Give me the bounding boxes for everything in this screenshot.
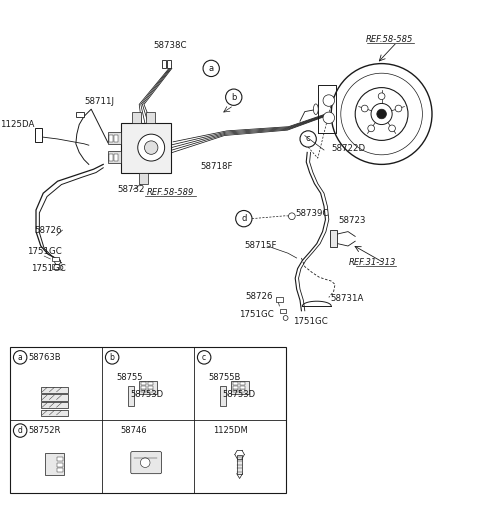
- Text: 1751GC: 1751GC: [293, 317, 327, 326]
- Circle shape: [378, 93, 385, 100]
- Text: 58753D: 58753D: [222, 390, 255, 399]
- Bar: [148, 385, 153, 389]
- Circle shape: [283, 316, 288, 320]
- Text: 1751GC: 1751GC: [239, 310, 274, 319]
- Bar: [45, 453, 64, 475]
- FancyBboxPatch shape: [131, 452, 161, 474]
- Circle shape: [361, 105, 368, 112]
- Bar: [41, 386, 68, 393]
- Bar: [76, 112, 84, 117]
- Text: 58732: 58732: [118, 185, 145, 194]
- Text: 1125DM: 1125DM: [213, 426, 248, 435]
- Bar: [240, 390, 245, 392]
- Bar: [231, 381, 249, 394]
- Circle shape: [389, 125, 396, 132]
- Text: 58739C: 58739C: [295, 209, 329, 218]
- Text: d: d: [18, 426, 23, 435]
- Text: 58746: 58746: [121, 426, 147, 435]
- Bar: [41, 402, 68, 408]
- Bar: [41, 410, 68, 416]
- Circle shape: [377, 109, 386, 119]
- Bar: [141, 385, 146, 389]
- Bar: [240, 382, 245, 384]
- Bar: [35, 128, 42, 142]
- Bar: [276, 297, 283, 302]
- Bar: [148, 390, 153, 392]
- Circle shape: [140, 458, 150, 467]
- Text: a: a: [18, 353, 23, 362]
- Bar: [139, 173, 148, 184]
- Text: 58726: 58726: [34, 225, 61, 235]
- Text: a: a: [209, 64, 214, 73]
- Bar: [240, 385, 245, 389]
- Bar: [146, 112, 155, 123]
- Circle shape: [395, 105, 402, 112]
- Bar: [52, 264, 59, 268]
- Text: b: b: [231, 93, 237, 102]
- Bar: [57, 457, 63, 461]
- Bar: [280, 309, 286, 313]
- Text: 58715F: 58715F: [245, 241, 277, 250]
- Circle shape: [323, 95, 335, 106]
- Bar: [114, 135, 118, 142]
- Text: 58753D: 58753D: [131, 390, 164, 399]
- Text: b: b: [110, 353, 115, 362]
- Bar: [109, 135, 113, 142]
- Bar: [109, 154, 113, 161]
- Bar: [41, 394, 68, 400]
- Bar: [57, 463, 63, 466]
- Bar: [237, 455, 242, 474]
- Text: 58731A: 58731A: [330, 294, 364, 303]
- Bar: [129, 386, 134, 406]
- Text: 58763B: 58763B: [29, 353, 61, 362]
- Bar: [233, 390, 238, 392]
- Text: REF.58-585: REF.58-585: [365, 35, 413, 44]
- Text: c: c: [202, 353, 206, 362]
- Text: 58755: 58755: [116, 374, 143, 382]
- Bar: [108, 132, 121, 144]
- Bar: [148, 382, 153, 384]
- Bar: [10, 347, 286, 493]
- Bar: [233, 385, 238, 389]
- Circle shape: [138, 134, 165, 161]
- Bar: [139, 381, 157, 394]
- Text: 1125DA: 1125DA: [0, 120, 35, 129]
- Text: 1751GC: 1751GC: [31, 264, 65, 273]
- Bar: [162, 60, 166, 68]
- Text: c: c: [306, 135, 311, 143]
- Bar: [114, 154, 118, 161]
- Text: 58718F: 58718F: [201, 163, 233, 171]
- Text: REF.58-589: REF.58-589: [147, 188, 194, 197]
- Text: 58738C: 58738C: [154, 41, 187, 51]
- Text: 58755B: 58755B: [208, 374, 240, 382]
- Bar: [330, 230, 337, 248]
- Circle shape: [368, 125, 374, 132]
- Text: REF.31-313: REF.31-313: [348, 259, 396, 267]
- Text: d: d: [241, 214, 247, 223]
- Text: 1751GC: 1751GC: [27, 247, 62, 256]
- Bar: [141, 390, 146, 392]
- Bar: [121, 123, 171, 172]
- Bar: [141, 382, 146, 384]
- Circle shape: [323, 112, 335, 124]
- Bar: [132, 112, 141, 123]
- Circle shape: [288, 213, 295, 220]
- Text: 58722D: 58722D: [331, 144, 365, 153]
- Bar: [167, 60, 171, 68]
- Circle shape: [144, 141, 158, 154]
- Circle shape: [58, 265, 63, 270]
- Bar: [57, 469, 63, 472]
- Bar: [220, 386, 226, 406]
- Text: 58752R: 58752R: [29, 426, 61, 435]
- Bar: [52, 256, 59, 262]
- Bar: [233, 382, 238, 384]
- Text: 58723: 58723: [338, 216, 366, 225]
- Circle shape: [55, 259, 60, 265]
- Circle shape: [371, 103, 392, 124]
- Text: 58726: 58726: [245, 292, 273, 301]
- Text: 58711J: 58711J: [84, 97, 114, 106]
- Bar: [108, 151, 121, 164]
- Ellipse shape: [313, 104, 318, 115]
